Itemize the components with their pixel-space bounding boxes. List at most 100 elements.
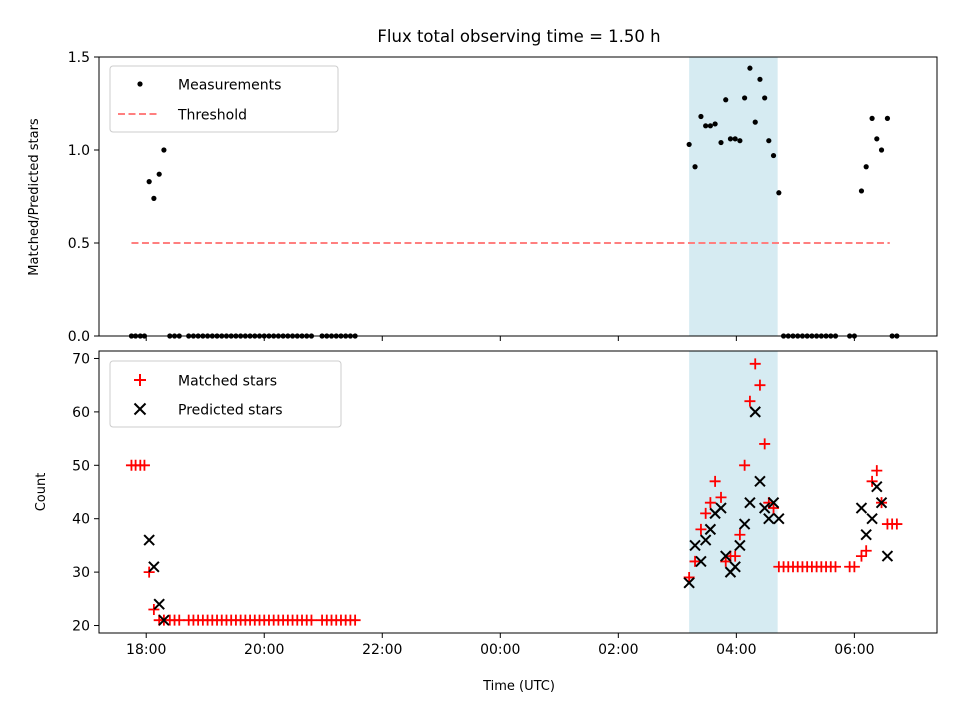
- predicted-star-point: [860, 529, 872, 541]
- observing-window-band: [689, 57, 778, 336]
- predicted-star-point: [763, 512, 775, 525]
- measurement-point: [707, 123, 713, 129]
- legend-matched-label: Matched stars: [178, 374, 277, 390]
- measurement-point: [884, 115, 891, 121]
- y-tick-label: 0.5: [68, 236, 90, 252]
- matched-star-point: [855, 550, 867, 562]
- predicted-star-point: [881, 550, 894, 562]
- predicted-star-point: [683, 577, 695, 589]
- bottom-y-axis-label: Count: [34, 473, 49, 512]
- matched-star-point: [704, 497, 716, 509]
- legend-predicted-label: Predicted stars: [178, 403, 283, 419]
- matched-star-point: [683, 571, 695, 583]
- legend-predicted-marker: [133, 402, 147, 416]
- measurement-point: [863, 164, 869, 170]
- legend-measurements-label: Measurements: [178, 78, 281, 94]
- x-tick-label: 00:00: [480, 642, 520, 658]
- matched-star-point: [689, 555, 701, 567]
- measurement-point: [727, 136, 734, 142]
- measurement-point: [742, 95, 748, 101]
- measurement-point: [161, 147, 167, 153]
- x-tick-label: 02:00: [598, 642, 638, 658]
- matched-star-point: [871, 465, 883, 477]
- chart-title: Flux total observing time = 1.50 h: [377, 27, 660, 46]
- measurement-point: [878, 147, 885, 153]
- predicted-star-point: [689, 539, 701, 552]
- matched-star-point: [138, 459, 150, 471]
- y-tick-label: 20: [72, 619, 90, 635]
- measurement-point: [146, 179, 152, 185]
- x-tick-label: 18:00: [126, 642, 166, 658]
- predicted-star-point: [758, 502, 771, 514]
- matched-star-point: [720, 555, 732, 567]
- measurement-point: [151, 195, 157, 201]
- predicted-star-point: [738, 518, 751, 530]
- matched-star-point: [891, 518, 903, 530]
- matched-star-point: [143, 566, 155, 578]
- matched-star-point: [848, 561, 860, 573]
- predicted-star-point: [734, 539, 746, 552]
- measurement-point: [723, 97, 729, 103]
- predicted-star-point: [153, 598, 165, 610]
- measurement-point: [712, 121, 718, 127]
- x-axis-label: Time (UTC): [482, 679, 555, 694]
- matched-star-point: [695, 523, 707, 535]
- matched-star-point: [749, 358, 761, 370]
- top-panel: 0.0 0.5 1.0 1.5 Matched/Predicted stars Mea…: [27, 50, 938, 345]
- predicted-star-point: [695, 555, 707, 568]
- predicted-star-point: [754, 475, 766, 488]
- measurement-point: [686, 141, 692, 148]
- matched-star-point: [173, 614, 185, 626]
- measurement-point: [766, 138, 772, 144]
- predicted-star-point: [715, 502, 727, 514]
- top-legend: Measurements Threshold: [109, 65, 339, 133]
- predicted-star-point: [875, 496, 888, 509]
- matched-star-point: [349, 614, 361, 626]
- matched-star-point: [860, 545, 872, 557]
- matched-star-point: [744, 395, 756, 407]
- matched-star-point: [768, 502, 780, 514]
- top-y-axis-label: Matched/Predicted stars: [27, 118, 42, 276]
- x-tick-label: 22:00: [362, 642, 402, 658]
- y-tick-label: 0.0: [68, 329, 90, 345]
- bottom-legend-frame: [109, 360, 342, 428]
- measurement-point: [718, 139, 724, 146]
- measurement-point: [698, 113, 704, 120]
- y-tick-label: 40: [72, 512, 90, 528]
- x-tick-label: 20:00: [244, 642, 284, 658]
- matched-star-point: [829, 561, 841, 573]
- matched-star-point: [700, 507, 712, 519]
- predicted-star-point: [871, 480, 883, 493]
- predicted-star-point: [148, 561, 160, 573]
- predicted-star-point: [143, 534, 155, 546]
- predicted-star-point: [767, 496, 780, 509]
- predicted-star-point: [749, 406, 761, 418]
- predicted-star-point: [855, 502, 868, 514]
- plot-frame: [98, 350, 938, 634]
- measurement-point: [747, 65, 753, 71]
- y-tick-label: 1.5: [68, 50, 90, 66]
- matched-star-point: [305, 614, 317, 626]
- y-tick-label: 70: [72, 351, 90, 367]
- x-tick-label: 04:00: [716, 642, 756, 658]
- measurement-point: [752, 119, 758, 125]
- matched-star-point: [734, 529, 746, 541]
- predicted-star-point: [158, 614, 170, 626]
- y-tick-label: 50: [72, 458, 90, 474]
- y-tick-label: 1.0: [68, 143, 90, 159]
- bottom-legend: Matched stars Predicted stars: [109, 360, 342, 428]
- plot-frame: [98, 56, 938, 337]
- measurement-point: [737, 138, 743, 144]
- y-tick-label: 60: [72, 405, 90, 421]
- predicted-star-point: [704, 523, 717, 536]
- matched-star-point: [759, 438, 771, 450]
- measurement-point: [762, 95, 768, 101]
- matched-star-point: [866, 475, 878, 487]
- matched-star-point: [709, 475, 721, 487]
- legend-threshold-label: Threshold: [177, 108, 247, 124]
- measurement-point: [776, 190, 782, 196]
- measurement-point: [874, 136, 880, 142]
- legend-measurements-marker: [137, 81, 143, 87]
- matched-star-point: [739, 459, 751, 471]
